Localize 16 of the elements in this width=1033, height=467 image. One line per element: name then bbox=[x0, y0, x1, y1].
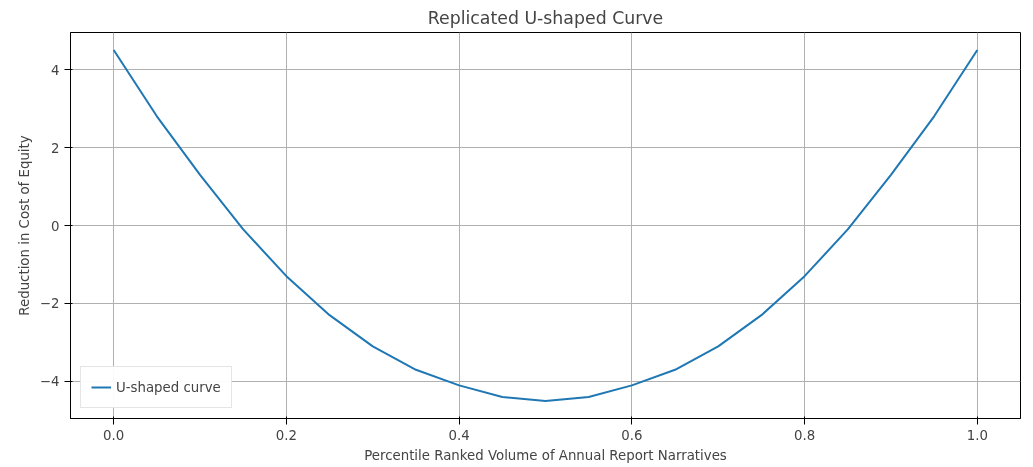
y-tick-label: 0 bbox=[51, 218, 60, 234]
legend-label: U-shaped curve bbox=[116, 379, 221, 395]
x-tick-label: 0.4 bbox=[448, 427, 470, 443]
y-tick-label: −2 bbox=[39, 296, 60, 312]
x-tick-label: 1.0 bbox=[966, 427, 988, 443]
x-axis-title: Percentile Ranked Volume of Annual Report Narratives bbox=[364, 447, 727, 463]
y-tick-label: −4 bbox=[39, 374, 60, 390]
x-tick-label: 0.2 bbox=[275, 427, 298, 443]
y-tick-label: 2 bbox=[51, 140, 60, 156]
chart-title: Replicated U-shaped Curve bbox=[427, 7, 664, 28]
y-tick-label: 4 bbox=[51, 62, 60, 78]
line-series bbox=[112, 49, 979, 402]
x-tick-label: 0.6 bbox=[621, 427, 643, 443]
x-tick-label: 0.0 bbox=[103, 427, 125, 443]
y-axis-title: Reduction in Cost of Equity bbox=[16, 135, 32, 316]
x-tick-label: 0.8 bbox=[793, 427, 816, 443]
